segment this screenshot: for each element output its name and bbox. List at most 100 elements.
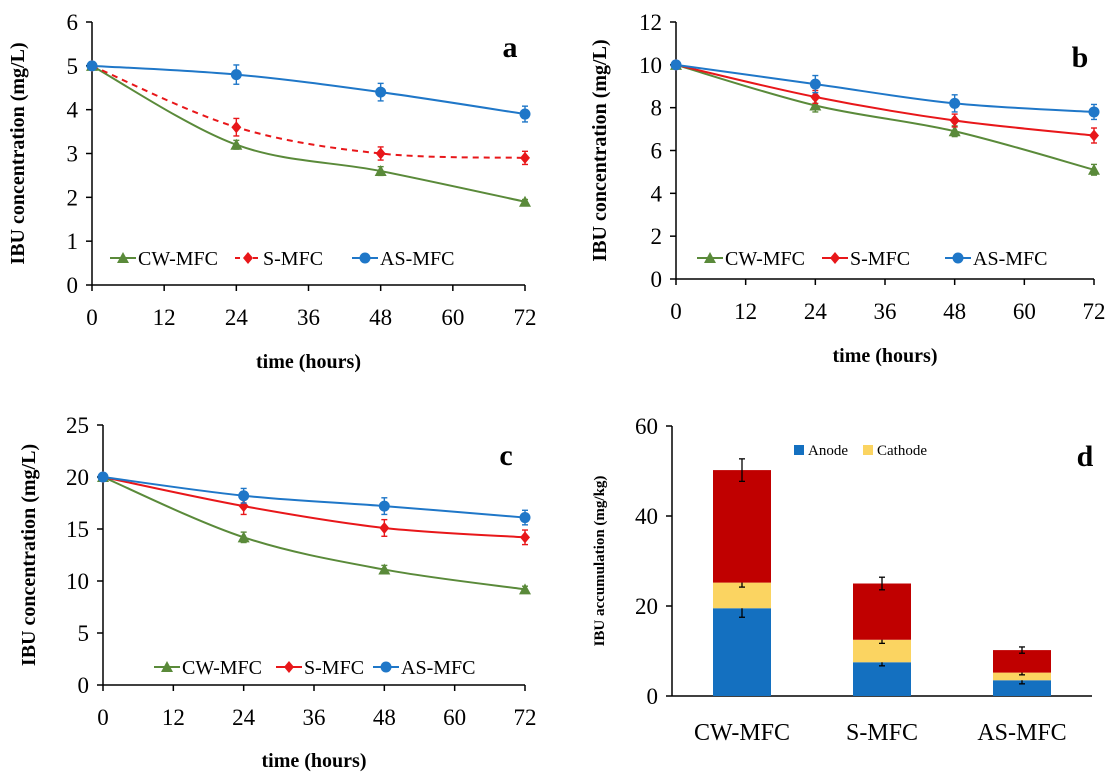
series-line (102, 476, 526, 539)
bar-segment (853, 583, 911, 640)
y-tick-label: 0 (647, 684, 659, 709)
data-point (374, 165, 387, 177)
series-as-mfc (670, 59, 1100, 121)
series-s-mfc (98, 471, 530, 546)
y-tick-label: 0 (651, 267, 663, 292)
y-tick-label: 2 (67, 185, 79, 210)
x-tick-label: 60 (1013, 299, 1036, 324)
legend-label: Anode (808, 443, 848, 459)
bar-segment (993, 672, 1051, 681)
data-point (809, 99, 822, 111)
legend-entry-cw-mfc: CW-MFC (697, 248, 805, 270)
data-point (949, 97, 961, 109)
x-tick-label: AS-MFC (977, 720, 1066, 746)
series-line (675, 63, 1095, 137)
legend-entry-cw-mfc: CW-MFC (154, 657, 262, 679)
x-tick-label: 36 (874, 299, 897, 324)
x-tick-label: 24 (232, 705, 256, 730)
legend-label: S-MFC (304, 657, 364, 679)
x-tick-label: 48 (943, 299, 966, 324)
series-line (91, 64, 526, 116)
x-tick-label: 0 (86, 305, 98, 330)
bar-segment (993, 680, 1051, 696)
x-tick-label: 48 (369, 305, 392, 330)
y-tick-label: 10 (66, 569, 89, 594)
data-point (519, 583, 531, 595)
data-point (948, 125, 961, 137)
y-tick-label: 12 (639, 10, 662, 35)
series-s-mfc (87, 59, 530, 166)
y-tick-label: 1 (67, 229, 79, 254)
x-tick-label: S-MFC (846, 720, 918, 746)
y-tick-label: 6 (651, 139, 663, 164)
data-point (520, 151, 530, 164)
y-tick-label: 4 (67, 98, 79, 123)
data-point (378, 563, 391, 575)
data-point (375, 86, 387, 98)
bar-segment (713, 470, 771, 583)
series-s-mfc (671, 58, 1099, 144)
data-point (379, 521, 390, 534)
x-tick-label: CW-MFC (694, 720, 790, 746)
x-tick-label: 36 (297, 305, 320, 330)
legend-swatch (794, 445, 804, 455)
x-axis-label: time (hours) (256, 351, 361, 373)
panel-label: b (1072, 41, 1089, 74)
x-tick-label: 48 (373, 705, 396, 730)
data-point (519, 108, 531, 120)
data-point (97, 471, 109, 483)
x-tick-label: 0 (670, 299, 682, 324)
legend-entry-s-mfc: S-MFC (235, 248, 323, 270)
x-tick-label: 72 (514, 705, 537, 730)
data-point (230, 138, 243, 150)
data-point (949, 114, 960, 127)
y-tick-label: 0 (67, 273, 79, 298)
data-point (378, 500, 390, 512)
data-point (86, 60, 98, 72)
legend-label: AS-MFC (973, 248, 1047, 270)
panel-label: d (1077, 440, 1094, 473)
bar-segment (713, 608, 771, 696)
legend-entry-anode: Anode (794, 443, 848, 459)
data-point (809, 78, 821, 90)
series-cw-mfc (670, 58, 1100, 176)
legend-marker (359, 252, 371, 264)
legend-marker (380, 661, 392, 673)
data-point (1088, 106, 1100, 118)
legend-marker (284, 661, 294, 673)
bar-segment (853, 662, 911, 696)
series-as-mfc (86, 60, 531, 123)
y-tick-label: 5 (78, 621, 90, 646)
legend-marker (243, 252, 253, 264)
x-tick-label: 60 (441, 305, 464, 330)
y-axis-label: IBU concentration (mg/L) (18, 444, 40, 666)
data-point (519, 195, 531, 207)
bar-segment (993, 650, 1051, 673)
data-point (670, 59, 682, 71)
legend-label: AS-MFC (380, 248, 454, 270)
x-tick-label: 72 (1083, 299, 1106, 324)
y-tick-label: 20 (635, 594, 658, 619)
y-tick-label: 3 (67, 142, 79, 167)
legend-entry-s-mfc: S-MFC (276, 657, 364, 679)
legend-marker (952, 252, 964, 264)
legend-label: CW-MFC (725, 248, 805, 270)
data-point (238, 490, 250, 502)
legend-entry-cw-mfc: CW-MFC (110, 248, 218, 270)
x-tick-label: 24 (804, 299, 828, 324)
legend-entry-as-mfc: AS-MFC (945, 248, 1047, 270)
series-line (91, 64, 526, 203)
data-point (810, 90, 821, 103)
series-line (675, 63, 1095, 113)
y-tick-label: 40 (635, 504, 658, 529)
chart-panel-d: 0 20 40 60 IBU accumulation (mg/kg) d CW-MFC S-… (592, 414, 1094, 746)
legend-marker (117, 252, 129, 263)
y-tick-label: 10 (639, 53, 662, 78)
legend-entry-as-mfc: AS-MFC (373, 657, 475, 679)
legend-marker (161, 661, 173, 672)
y-tick-label: 20 (66, 465, 89, 490)
y-tick-label: 8 (651, 96, 663, 121)
y-tick-label: 25 (66, 413, 89, 438)
